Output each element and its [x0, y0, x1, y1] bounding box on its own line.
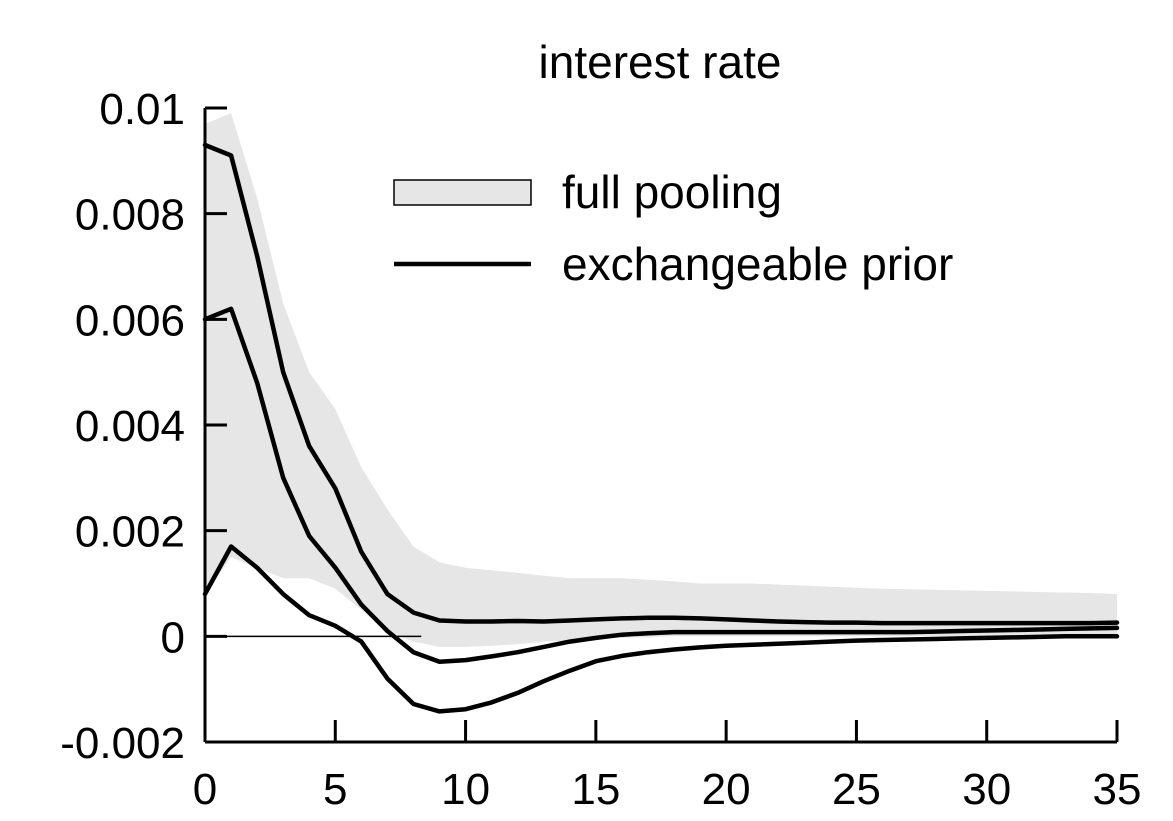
- x-tick-label: 0: [193, 765, 217, 814]
- x-tick-label: 15: [571, 765, 620, 814]
- band-layer: [205, 113, 1117, 647]
- y-tick-label: 0.006: [75, 296, 185, 345]
- legend: full pooling exchangeable prior: [393, 166, 953, 290]
- series-line-lower: [202, 544, 1120, 714]
- y-tick-label: 0.01: [99, 85, 185, 134]
- x-tick-label: 35: [1093, 765, 1142, 814]
- series-line-median: [202, 306, 1120, 664]
- series-line-upper: [202, 142, 1120, 626]
- axes: [203, 106, 1119, 744]
- legend-label-full-pooling: full pooling: [562, 166, 782, 218]
- y-tick-label: 0.008: [75, 191, 185, 240]
- x-tick-label: 20: [702, 765, 751, 814]
- legend-swatch-full-pooling: [393, 179, 532, 206]
- line-layer: [202, 142, 1120, 714]
- tick-labels: 0 5 10 15 20 25 30 35-0.00200.0020.0040.0060.00…: [60, 85, 1141, 814]
- y-tick-label: 0.002: [75, 508, 185, 557]
- y-tick-label: 0.004: [75, 402, 185, 451]
- x-tick-label: 10: [441, 765, 490, 814]
- legend-label-exchangeable-prior: exchangeable prior: [562, 238, 953, 290]
- x-tick-label: 25: [832, 765, 881, 814]
- x-tick-label: 30: [962, 765, 1011, 814]
- x-tick-label: 5: [323, 765, 347, 814]
- y-tick-label: 0: [161, 613, 185, 662]
- chart-title: interest rate: [539, 36, 782, 88]
- y-tick-label: -0.002: [60, 719, 185, 768]
- full-pooling-band: [205, 113, 1117, 647]
